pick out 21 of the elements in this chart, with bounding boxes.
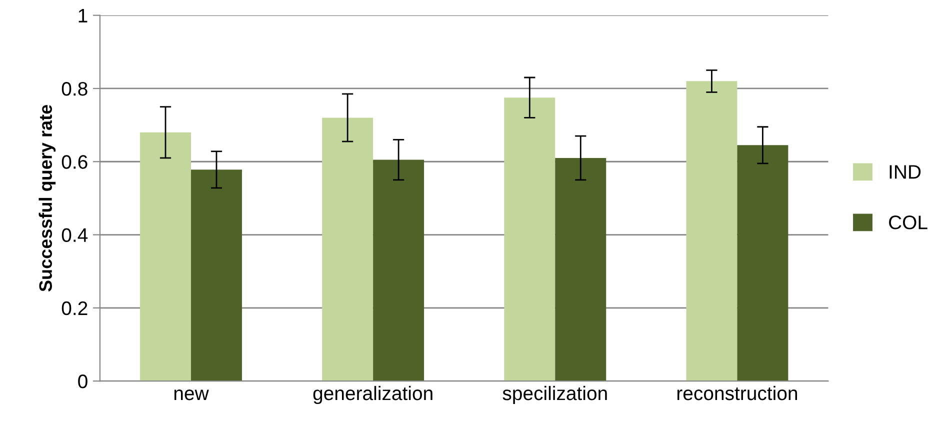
- x-tick-label: specilization: [502, 386, 607, 404]
- bar: [737, 145, 788, 382]
- y-tick-label: 0.2: [62, 301, 88, 316]
- legend-label: IND: [890, 165, 921, 179]
- y-axis-title: Successful query rate: [38, 104, 56, 292]
- legend-label: COL: [889, 216, 928, 230]
- y-tick-label: 0.4: [62, 228, 88, 242]
- x-tick-label: new: [174, 390, 209, 400]
- bar: [190, 170, 242, 382]
- y-tick-label: 0.8: [62, 82, 88, 96]
- bar: [686, 81, 738, 382]
- y-tick-label: 0: [78, 374, 88, 388]
- bar: [140, 132, 191, 382]
- bar: [373, 160, 424, 382]
- y-tick-label: 0.6: [62, 155, 88, 169]
- x-tick-label: generalization: [313, 386, 432, 404]
- bar: [322, 118, 374, 382]
- bar: [555, 158, 606, 382]
- y-tick-label: 1: [78, 9, 88, 22]
- x-tick-label: reconstruction: [677, 386, 798, 400]
- bar: [504, 98, 556, 382]
